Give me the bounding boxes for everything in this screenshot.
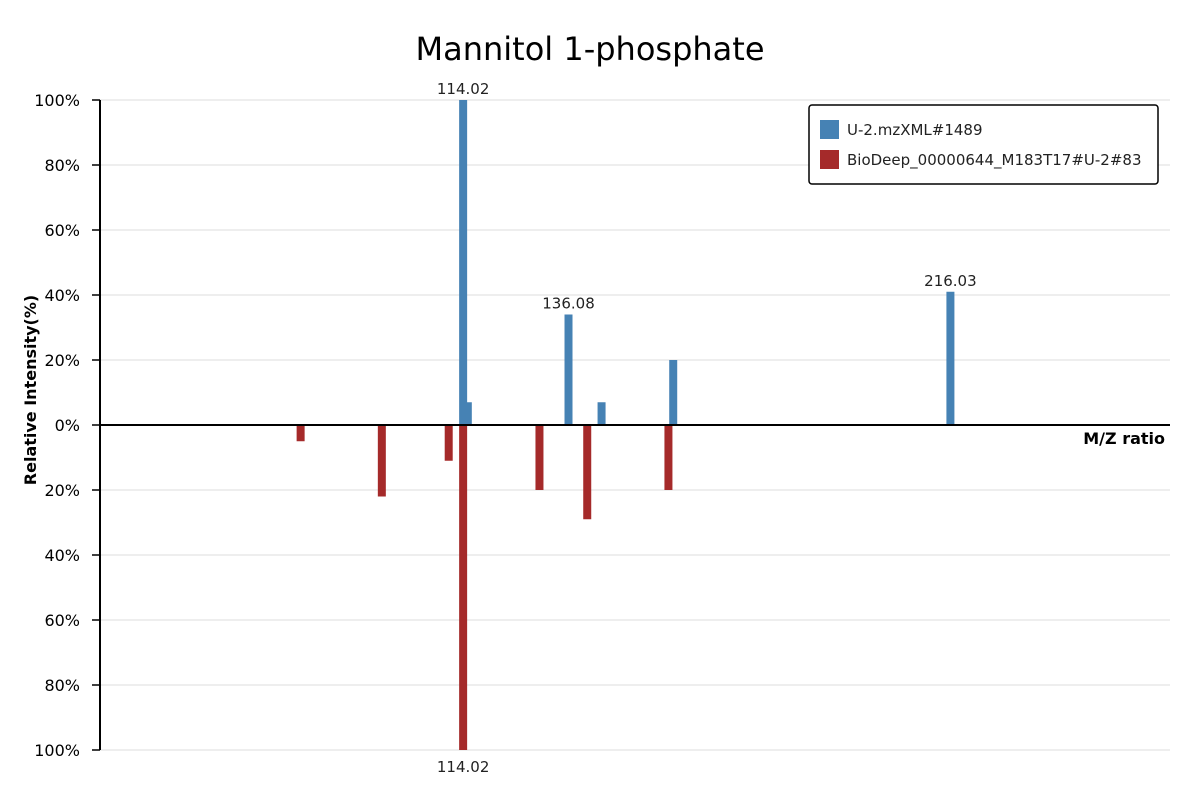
peak-bar [377,425,386,497]
legend-swatch [820,150,839,169]
y-tick-label: 60% [44,611,80,630]
legend-label: U-2.mzXML#1489 [847,121,983,139]
peak-bar [564,314,573,425]
y-tick-label: 80% [44,676,80,695]
legend-label: BioDeep_00000644_M183T17#U-2#83 [847,151,1142,170]
peak-bar [583,425,592,520]
peak-bar [535,425,544,490]
legend-box [808,104,1159,185]
grid-layer [100,99,1170,751]
chart-title: Mannitol 1-phosphate [415,30,764,68]
peak-label: 114.02 [437,80,490,98]
peak-bar [463,402,472,425]
y-tick-label: 0% [55,416,80,435]
peak-bar [946,291,955,425]
labels-layer: 100% 80% 60% 40% 20% 0% 20% 40% 60% 80% 100% 114.02… [34,80,976,776]
y-tick-label: 80% [44,156,80,175]
peak-label: 114.02 [437,758,490,776]
legend-swatch [820,120,839,139]
peak-bar [669,360,678,425]
peak-bar [459,100,468,425]
peak-bar [459,425,468,750]
peak-bar [444,425,453,461]
y-tick-label: 100% [34,741,80,760]
peak-label: 136.08 [542,295,595,313]
y-tick-label: 40% [44,286,80,305]
y-tick-label: 60% [44,221,80,240]
legend: U-2.mzXML#1489 BioDeep_00000644_M183T17#U… [808,104,1159,185]
y-tick-label: 20% [44,481,80,500]
peak-bar [296,425,305,442]
y-axis-title: Relative Intensity(%) [21,295,40,485]
peak-bar [664,425,673,490]
x-axis-title: M/Z ratio [1083,429,1165,448]
y-tick-label: 100% [34,91,80,110]
y-tick-label: 20% [44,351,80,370]
bars-layer [296,100,955,750]
peak-bar [597,402,606,425]
y-tick-label: 40% [44,546,80,565]
axes-layer [92,99,1170,751]
peak-label: 216.03 [924,272,977,290]
